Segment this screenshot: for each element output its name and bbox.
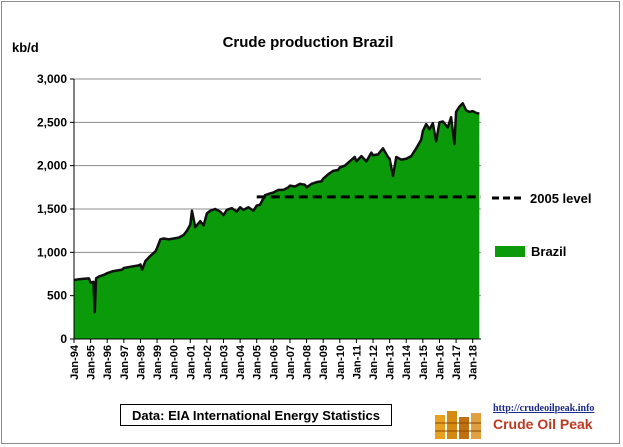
chart-title: Crude production Brazil xyxy=(223,34,394,51)
x-tick-label-3: Jan-97 xyxy=(119,345,131,380)
x-tick-label-8: Jan-02 xyxy=(202,345,214,380)
x-tick-label-6: Jan-00 xyxy=(169,345,181,380)
x-tick-label-16: Jan-10 xyxy=(335,345,347,380)
y-tick-label-6: 3,000 xyxy=(37,72,67,86)
y-axis-label: kb/d xyxy=(12,40,39,55)
legend-brazil-label: Brazil xyxy=(531,244,566,259)
x-tick-label-2: Jan-96 xyxy=(102,345,114,380)
x-tick-label-0: Jan-94 xyxy=(69,344,81,380)
x-tick-label-5: Jan-99 xyxy=(152,345,164,380)
x-tick-label-4: Jan-98 xyxy=(135,345,147,380)
x-tick-label-21: Jan-15 xyxy=(418,345,430,380)
crude-oil-peak-logo[interactable]: http://crudeoilpeak.info Crude Oil Peak xyxy=(433,403,613,441)
x-tick-label-22: Jan-16 xyxy=(434,345,446,380)
x-tick-label-20: Jan-14 xyxy=(401,344,413,380)
oil-barrels-icon xyxy=(435,411,481,439)
series-brazil-line xyxy=(73,102,480,314)
y-tick-label-2: 1,000 xyxy=(37,245,67,259)
data-source-caption: Data: EIA International Energy Statistic… xyxy=(120,404,392,426)
x-tick-label-23: Jan-17 xyxy=(451,345,463,380)
legend-brazil-swatch xyxy=(495,246,525,257)
y-tick-label-3: 1,500 xyxy=(37,202,67,216)
x-tick-label-19: Jan-13 xyxy=(385,345,397,380)
series-brazil-area xyxy=(74,103,480,340)
legend-2005-level-label: 2005 level xyxy=(530,191,591,206)
x-tick-label-10: Jan-04 xyxy=(235,344,247,380)
y-tick-label-1: 500 xyxy=(47,289,67,303)
y-tick-label-5: 2,500 xyxy=(37,115,67,129)
x-tick-label-9: Jan-03 xyxy=(219,345,231,380)
logo-name: Crude Oil Peak xyxy=(493,416,593,432)
x-tick-label-15: Jan-09 xyxy=(318,345,330,380)
x-tick-label-24: Jan-18 xyxy=(468,345,480,380)
plot-area: 0 500 1,000 1,500 2,000 2,500 3,000 Jan-94 Jan-9… xyxy=(37,72,591,380)
y-tick-label-0: 0 xyxy=(60,332,67,346)
x-tick-label-18: Jan-12 xyxy=(368,345,380,380)
y-tick-label-4: 2,000 xyxy=(37,159,67,173)
x-tick-label-17: Jan-11 xyxy=(351,345,363,379)
x-tick-label-13: Jan-07 xyxy=(285,345,297,380)
x-tick-label-7: Jan-01 xyxy=(185,345,197,380)
x-tick-label-12: Jan-06 xyxy=(268,345,280,380)
x-tick-label-11: Jan-05 xyxy=(252,345,264,380)
x-tick-label-1: Jan-95 xyxy=(86,345,98,380)
x-tick-label-14: Jan-08 xyxy=(302,345,314,380)
logo-url[interactable]: http://crudeoilpeak.info xyxy=(493,403,595,414)
